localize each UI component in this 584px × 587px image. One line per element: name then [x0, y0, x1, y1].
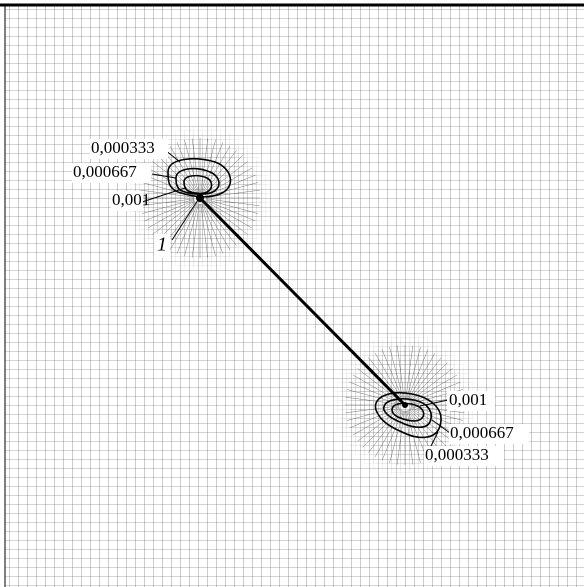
marker-label: 1 [157, 234, 167, 256]
contour-label: 0,000667 [73, 162, 137, 181]
contour-label: 0,001 [112, 190, 150, 209]
contour-label: 0,001 [449, 390, 487, 409]
contour-label: 0,000667 [450, 423, 514, 442]
contour-label: 0,000333 [91, 138, 155, 157]
mesh [5, 6, 584, 587]
sink-point [402, 402, 408, 408]
contour-label: 0,000333 [425, 445, 489, 464]
page: 0,000333 0,000667 0,001 1 0,001 0,000667… [0, 0, 584, 587]
figure: 0,000333 0,000667 0,001 1 0,001 0,000667… [0, 0, 584, 587]
